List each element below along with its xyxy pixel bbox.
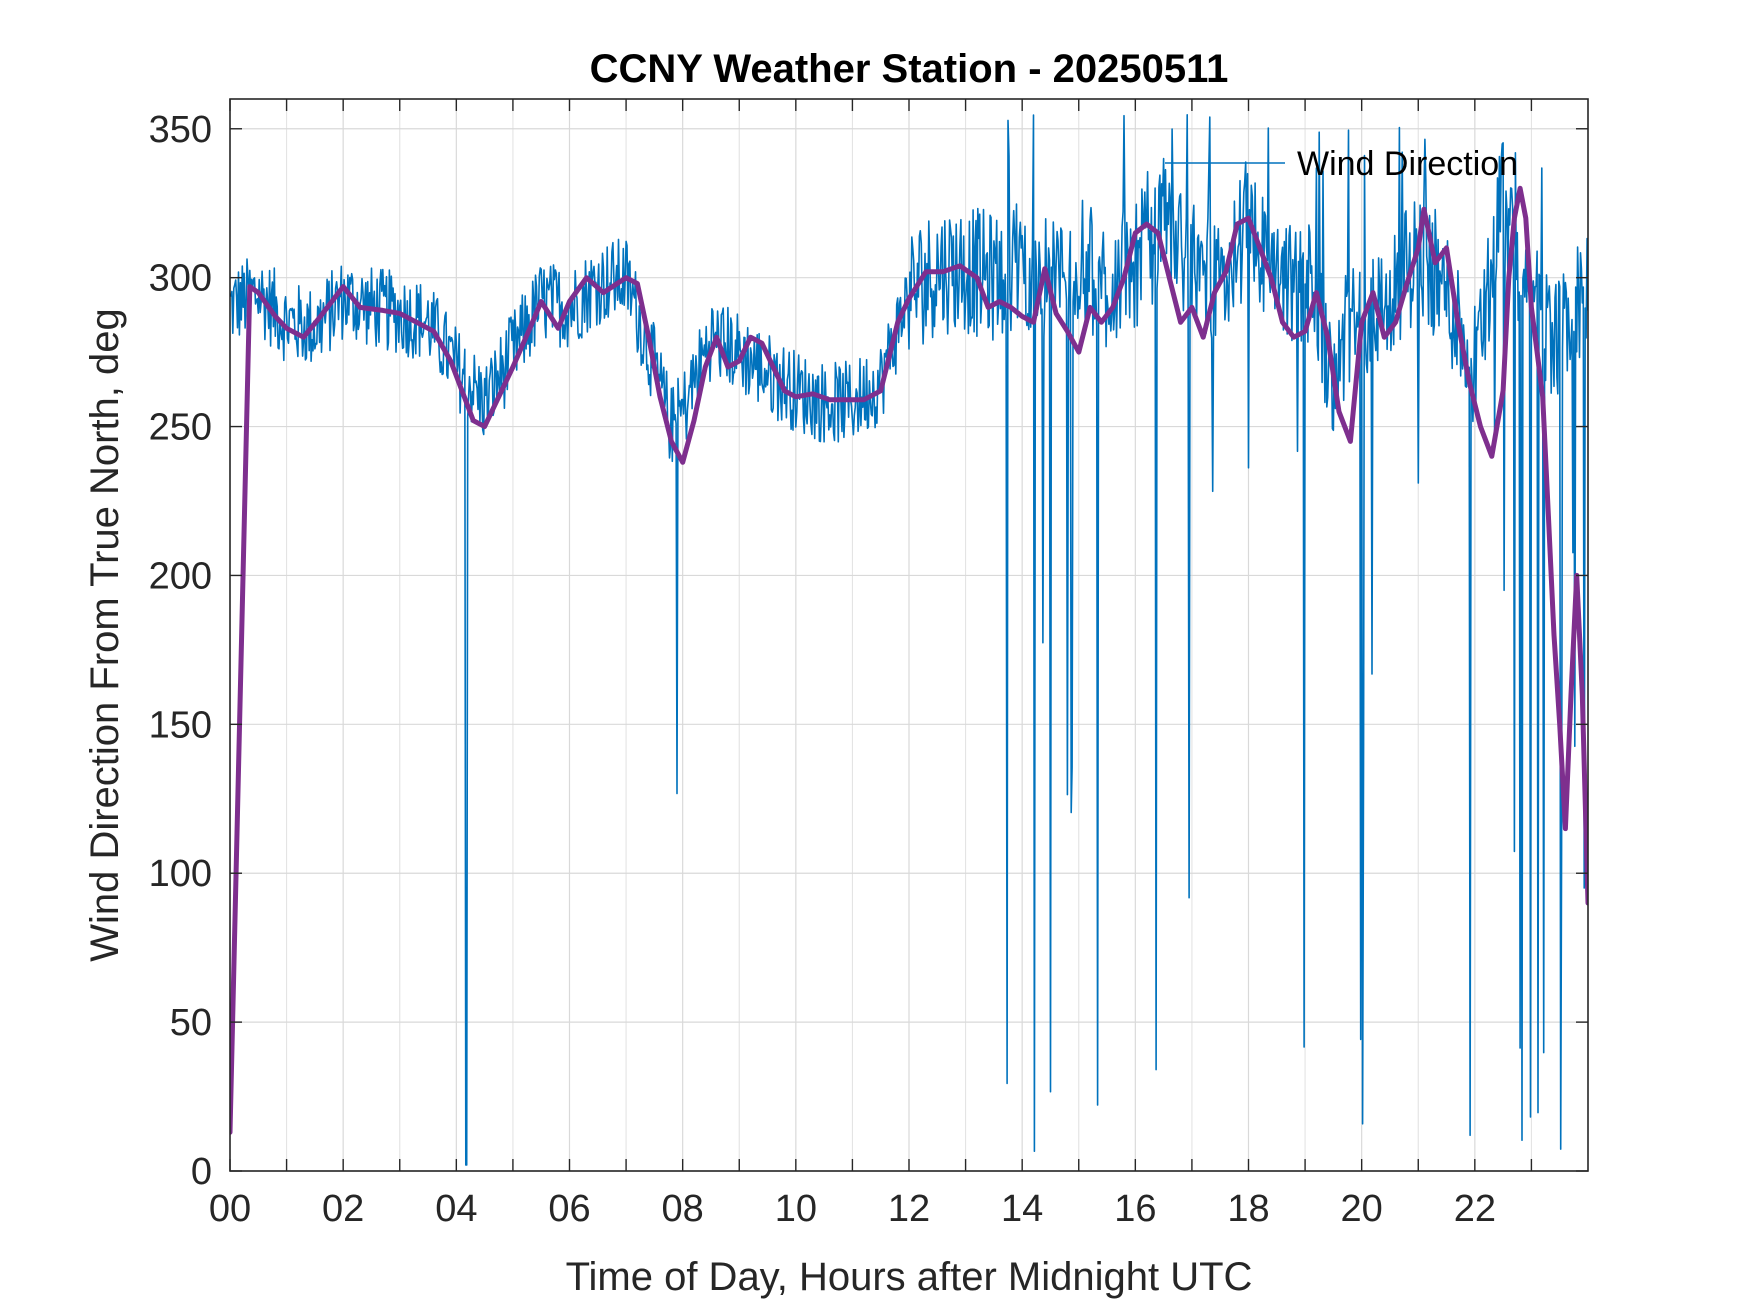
axis-ticks: 00 02 04 06 08 10 12 14 16 18 20 22 0 50 100 150 200 250 3… [149, 99, 1588, 1230]
y-tick-label: 50 [170, 1002, 212, 1044]
x-tick-label: 10 [775, 1188, 817, 1230]
x-tick-label: 18 [1227, 1188, 1269, 1230]
y-axis-label: Wind Direction From True North, deg [83, 308, 127, 962]
x-axis-label: Time of Day, Hours after Midnight UTC [566, 1255, 1253, 1299]
x-tick-label: 12 [888, 1188, 930, 1230]
y-tick-label: 0 [191, 1151, 212, 1193]
x-tick-label: 20 [1341, 1188, 1383, 1230]
x-tick-label: 02 [322, 1188, 364, 1230]
y-tick-label: 250 [149, 407, 212, 449]
y-tick-label: 100 [149, 853, 212, 895]
x-tick-label: 04 [435, 1188, 477, 1230]
series-line-smoothed-direction [230, 185, 1588, 1135]
x-tick-label: 06 [548, 1188, 590, 1230]
x-tick-label: 00 [209, 1188, 251, 1230]
x-tick-label: 22 [1454, 1188, 1496, 1230]
x-tick-label: 08 [662, 1188, 704, 1230]
y-tick-label: 350 [149, 109, 212, 151]
series-layer [230, 114, 1588, 1166]
chart-title: CCNY Weather Station - 20250511 [590, 47, 1229, 91]
y-tick-label: 150 [149, 704, 212, 746]
y-tick-label: 300 [149, 258, 212, 300]
legend: Wind Direction [1165, 145, 1518, 183]
x-tick-label: 14 [1001, 1188, 1043, 1230]
legend-label-wind-direction: Wind Direction [1297, 145, 1518, 183]
x-tick-label: 16 [1114, 1188, 1156, 1230]
y-tick-label: 200 [149, 555, 212, 597]
